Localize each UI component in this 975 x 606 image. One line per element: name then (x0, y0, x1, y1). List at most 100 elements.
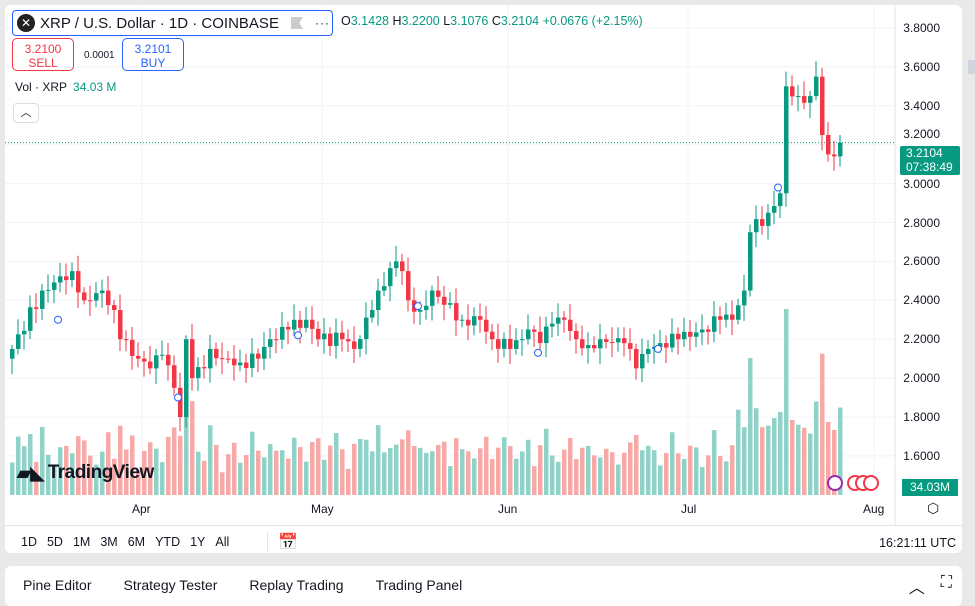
volume-bar (280, 450, 285, 495)
candle-body (814, 76, 819, 97)
candle-body (730, 314, 735, 320)
candle-body (418, 310, 423, 312)
volume-bar (562, 449, 567, 495)
candle-body (700, 329, 705, 333)
range-6m[interactable]: 6M (127, 535, 146, 549)
candle-body (220, 358, 225, 360)
volume-bar (586, 445, 591, 495)
volume-bar (58, 447, 63, 495)
volume-bar (826, 421, 831, 495)
volume-bar (16, 436, 21, 495)
time-label: May (311, 502, 334, 516)
candle-body (736, 305, 741, 320)
volume-bar (430, 451, 435, 495)
candle-body (148, 361, 153, 369)
candle-body (580, 339, 585, 349)
clock[interactable]: 16:21:11 UTC (879, 536, 956, 550)
candle-body (478, 316, 483, 320)
volume-bar (292, 437, 297, 495)
volume-bar (178, 435, 183, 495)
range-ytd[interactable]: YTD (155, 535, 181, 549)
maximize-icon[interactable]: ⛶ (940, 574, 952, 591)
volume-bar (610, 452, 615, 495)
volume-bar (400, 439, 405, 495)
candle-body (208, 348, 213, 369)
chart-panel[interactable]: ✕ XRP / U.S. Dollar · 1D · COINBASE ··· … (5, 5, 962, 553)
volume-bar (376, 425, 381, 495)
candle-body (508, 338, 513, 349)
candle-body (802, 96, 807, 103)
volume-bar (232, 442, 237, 495)
volume-bar (124, 449, 129, 495)
more-options-icon[interactable]: ··· (314, 16, 330, 30)
candle-body (154, 355, 159, 369)
tradingview-logo[interactable]: ▰◣ TradingView (17, 462, 154, 483)
go-to-date-calendar-icon[interactable]: 📅 (267, 532, 298, 552)
volume-bar (706, 455, 711, 495)
candle-body (274, 339, 279, 341)
candle-body (298, 319, 303, 328)
volume-bar (382, 452, 387, 495)
candle-body (718, 316, 723, 320)
volume-bar (838, 407, 843, 495)
candle-body (100, 290, 105, 294)
right-panel-handle[interactable] (968, 60, 975, 74)
collapse-legend-button[interactable]: ︿ (13, 103, 39, 123)
buy-button[interactable]: 3.2101 BUY (122, 38, 184, 71)
candle-body (796, 96, 801, 98)
candle-body (430, 290, 435, 306)
candle-body (280, 326, 285, 340)
price-label: 2.6000 (903, 254, 940, 269)
settings-icon[interactable]: ⬡ (927, 500, 940, 516)
volume-bar (736, 409, 741, 495)
volume-bar (622, 452, 627, 495)
flag-icon[interactable] (290, 17, 303, 29)
candle-body (388, 268, 393, 287)
tab-replay-trading[interactable]: Replay Trading (249, 577, 344, 593)
range-all[interactable]: All (215, 535, 230, 549)
candle-body (790, 86, 795, 97)
volume-bar (424, 452, 429, 495)
volume-bar (142, 450, 147, 495)
chevron-up-icon[interactable]: ︿ (908, 580, 925, 597)
candle-body (586, 345, 591, 349)
range-1m[interactable]: 1M (72, 535, 91, 549)
tab-strategy-tester[interactable]: Strategy Tester (123, 577, 218, 593)
range-3m[interactable]: 3M (100, 535, 118, 549)
volume-bar (352, 443, 357, 495)
range-5d[interactable]: 5D (46, 535, 63, 549)
volume-bar (64, 445, 69, 495)
candle-body (712, 316, 717, 332)
candle-body (604, 339, 609, 342)
volume-bar (370, 451, 375, 495)
price-label: 2.8000 (903, 215, 940, 230)
symbol-title[interactable]: ✕ XRP / U.S. Dollar · 1D · COINBASE ··· (12, 10, 333, 36)
candle-body (304, 319, 309, 328)
volume-bar (496, 447, 501, 495)
candle-body (748, 232, 753, 291)
tab-trading-panel[interactable]: Trading Panel (375, 577, 463, 593)
volume-bar (34, 461, 39, 495)
candlestick-chart[interactable] (5, 5, 962, 525)
sell-button[interactable]: 3.2100 SELL (12, 38, 74, 71)
volume-bar (508, 446, 513, 495)
volume-bar (658, 465, 663, 495)
volume-bar (10, 462, 15, 495)
tab-pine-editor[interactable]: Pine Editor (23, 577, 92, 593)
range-1d[interactable]: 1D (21, 535, 37, 549)
candle-body (592, 345, 597, 349)
ohlc-values: O3.1428 H3.2200 L3.1076 C3.2104 +0.0676 … (341, 14, 643, 28)
candle-body (616, 338, 621, 343)
candle-body (196, 367, 201, 379)
candle-body (364, 317, 369, 340)
price-label: 3.4000 (903, 98, 940, 113)
last-price-tag: 3.2104 07:38:49 (900, 146, 960, 175)
candle-body (16, 334, 21, 349)
range-1y[interactable]: 1Y (190, 535, 206, 549)
volume-bar (628, 442, 633, 495)
candle-body (76, 271, 81, 293)
volume-bar (130, 435, 135, 495)
volume-bar (22, 446, 27, 495)
volume-bar (406, 430, 411, 495)
candle-body (238, 362, 243, 366)
